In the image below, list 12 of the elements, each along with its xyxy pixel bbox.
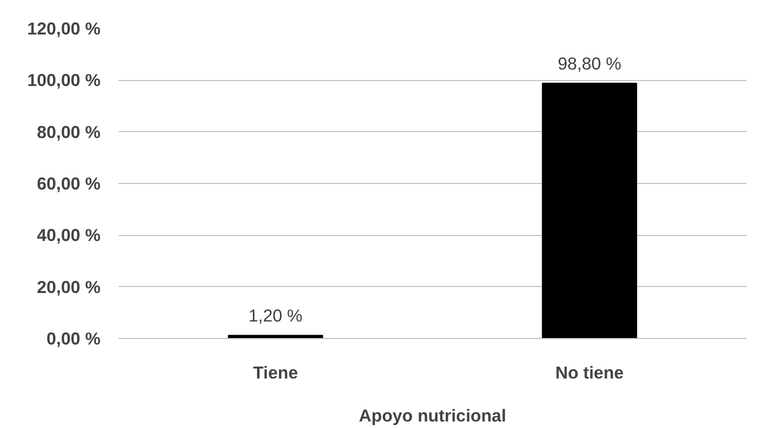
data-label: 98,80 %	[558, 53, 622, 74]
y-tick-label: 0,00 %	[46, 328, 101, 348]
x-tick-label: Tiene	[253, 362, 298, 382]
y-tick-label: 120,00 %	[27, 18, 101, 38]
y-tick-label: 60,00 %	[36, 174, 101, 194]
y-tick-label: 100,00 %	[27, 70, 101, 90]
y-tick-label: 40,00 %	[36, 225, 101, 246]
data-label: 1,20 %	[248, 305, 302, 326]
x-tick-label: No tiene	[555, 362, 624, 382]
y-tick-label: 20,00 %	[36, 276, 101, 297]
y-tick-label: 80,00 %	[36, 122, 101, 142]
x-axis-title: Apoyo nutricional	[358, 406, 506, 426]
